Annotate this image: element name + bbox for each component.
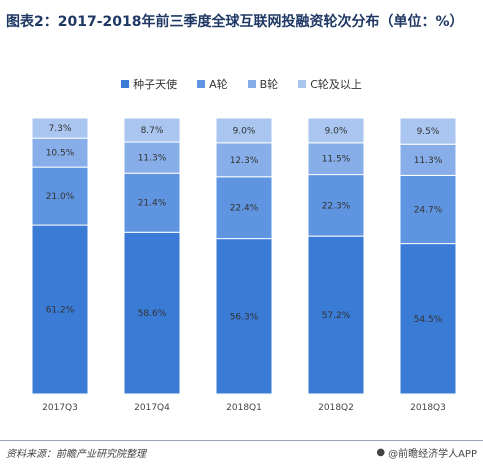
bar-segment-2017Q4-s2 [123, 141, 181, 174]
x-tick-label-2017Q4: 2017Q4 [134, 403, 170, 413]
data-label-2018Q1-s1: 22.4% [230, 204, 259, 214]
x-tick-label-2018Q1: 2018Q1 [226, 403, 262, 413]
bar-segment-2017Q3-s1 [31, 166, 89, 226]
bar-segment-2017Q4-s3 [123, 117, 181, 143]
data-label-2018Q1-s3: 9.0% [233, 126, 256, 136]
data-label-2018Q3-s2: 11.3% [414, 156, 443, 166]
x-tick-label-2017Q3: 2017Q3 [42, 403, 78, 413]
data-label-2017Q4-s1: 21.4% [138, 199, 167, 209]
data-label-2017Q4-s2: 11.3% [138, 154, 167, 164]
data-label-2017Q3-s3: 7.3% [49, 124, 72, 134]
bar-segment-2018Q2-s3 [307, 117, 365, 144]
bar-segment-2018Q2-s1 [307, 174, 365, 237]
data-label-2017Q3-s1: 21.0% [46, 192, 75, 202]
data-label-2018Q3-s3: 9.5% [417, 127, 440, 137]
legend-label-b: B轮 [259, 78, 279, 91]
bar-segment-2018Q1-s1 [215, 176, 273, 240]
bar-segment-2018Q1-s2 [215, 142, 273, 178]
bar-segment-2017Q4-s1 [123, 172, 181, 233]
data-label-2017Q3-s0: 61.2% [46, 306, 75, 316]
bar-segment-2018Q3-s3 [399, 117, 457, 145]
legend-label-seed: 种子天使 [133, 78, 178, 91]
bar-segment-2018Q3-s1 [399, 174, 457, 245]
bar-segment-2017Q4-s0 [123, 231, 181, 395]
bar-segment-2018Q1-s3 [215, 117, 273, 144]
legend-item-seed: 种子天使 [121, 76, 177, 92]
legend: 种子天使 A轮 B轮 C轮及以上 [0, 76, 483, 92]
legend-label-c: C轮及以上 [310, 78, 362, 91]
legend-item-a: A轮 [197, 76, 228, 92]
data-label-2018Q3-s1: 24.7% [414, 205, 443, 215]
legend-item-c: C轮及以上 [298, 76, 362, 92]
chart-title: 图表2：2017-2018年前三季度全球互联网投融资轮次分布（单位：%） [6, 14, 464, 30]
stacked-bar-chart: 61.2% 21.0% 10.5% 7.3% 2017Q3 58.6% 21.4% 11.3%… [31, 117, 457, 413]
legend-label-a: A轮 [209, 78, 228, 91]
legend-swatch-c [298, 80, 307, 88]
data-label-2018Q1-s2: 12.3% [230, 156, 259, 166]
bar-segment-2018Q3-s2 [399, 143, 457, 176]
data-label-2017Q4-s0: 58.6% [138, 309, 167, 319]
bar-segment-2018Q3-s0 [399, 243, 457, 395]
data-label-2018Q2-s1: 22.3% [322, 201, 351, 211]
brand-logo-icon: ● [376, 447, 386, 458]
legend-swatch-seed [121, 80, 130, 88]
bar-segment-2018Q2-s2 [307, 142, 365, 176]
data-label-2018Q3-s0: 54.5% [414, 315, 443, 325]
data-label-2018Q2-s0: 57.2% [322, 311, 351, 321]
data-label-2018Q2-s2: 11.5% [322, 155, 351, 165]
source-note: 资料来源：前瞻产业研究院整理 [6, 449, 146, 460]
brand-label: @前瞻经济学人APP [388, 449, 477, 460]
footer: 资料来源：前瞻产业研究院整理 ● @前瞻经济学人APP [0, 440, 483, 464]
legend-swatch-a [197, 80, 206, 88]
data-label-2017Q3-s2: 10.5% [46, 149, 75, 159]
x-tick-label-2018Q2: 2018Q2 [318, 403, 354, 413]
brand-credit: ● @前瞻经济学人APP [376, 445, 477, 460]
legend-item-b: B轮 [247, 76, 279, 92]
legend-swatch-b [247, 80, 256, 88]
data-label-2018Q2-s3: 9.0% [325, 126, 348, 136]
bar-segment-2017Q3-s2 [31, 137, 89, 168]
bar-segment-2017Q3-s3 [31, 117, 89, 139]
x-tick-label-2018Q3: 2018Q3 [410, 403, 446, 413]
data-label-2018Q1-s0: 56.3% [230, 312, 259, 322]
data-label-2017Q4-s3: 8.7% [141, 126, 164, 136]
